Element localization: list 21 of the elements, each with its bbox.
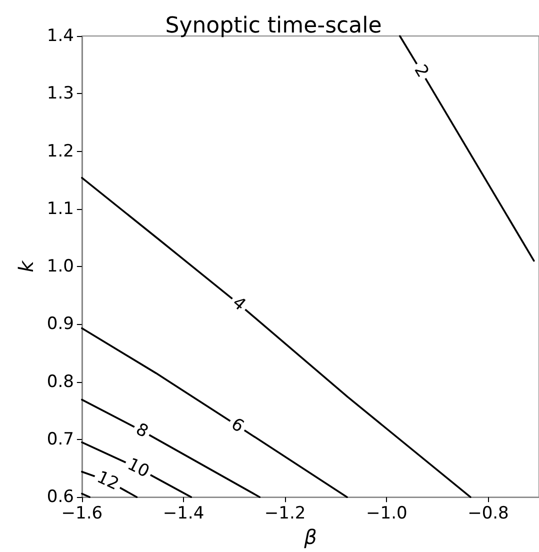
series-label: 10 [124, 454, 152, 482]
y-axis-title: k [14, 259, 38, 272]
x-tick-label: −1.0 [366, 504, 408, 524]
y-tick-label: 1.3 [46, 84, 74, 104]
y-tick-label: 1.0 [46, 256, 74, 277]
y-tick-label: 1.2 [46, 141, 74, 162]
y-tick-label: 0.8 [46, 372, 74, 392]
series-label: 2 [410, 61, 433, 81]
y-tick-label: 0.9 [46, 314, 74, 334]
x-tick-label: −1.2 [264, 504, 306, 524]
x-axis-title: β [303, 525, 318, 549]
series-label: 6 [227, 414, 248, 437]
y-tick-label: 1.4 [46, 26, 74, 46]
series-label: 12 [94, 467, 122, 495]
series-label: 8 [132, 419, 152, 442]
series-label: 4 [228, 292, 250, 316]
y-tick-label: 0.7 [46, 429, 74, 450]
chart-title: Synoptic time-scale [165, 14, 382, 38]
x-tick-label: −1.4 [162, 504, 204, 524]
y-tick-label: 1.1 [46, 198, 74, 219]
x-tick-label: −0.8 [468, 504, 509, 524]
